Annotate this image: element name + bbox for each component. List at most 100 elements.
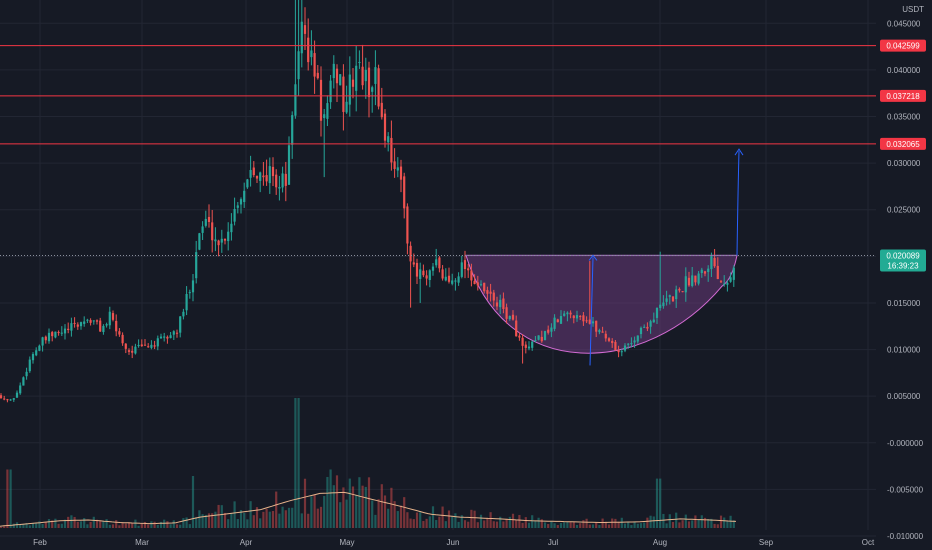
candle-body [620,351,623,353]
candle-body [588,319,591,324]
candle-body [540,336,543,342]
candle-body [60,332,63,334]
candle-body [710,256,713,270]
volume-bar [278,513,281,528]
candles-layer [0,0,735,403]
candle-body [319,79,323,121]
volume-bar [489,512,492,528]
candle-body [383,113,387,141]
volume-bar [534,520,537,528]
candle-body [563,313,566,316]
volume-bar [524,517,527,528]
candle-body [713,258,716,267]
volume-bar [607,524,611,528]
volume-bar [140,523,143,528]
volume-bar [659,478,662,528]
volume-bar [515,519,518,528]
candle-body [675,289,678,300]
candle-body [15,392,19,398]
volume-bar [121,522,124,528]
price-axis-background [876,0,932,550]
volume-bar [409,518,412,528]
volume-bar [671,522,675,528]
volume-bar [6,469,9,528]
volume-bar [620,517,623,528]
candle-body [483,282,486,292]
candle-body [19,385,22,394]
candle-body [303,25,307,34]
volume-bar [9,469,12,528]
candle-body [204,218,207,226]
price-axis[interactable]: USDT 0.0450000.0400000.0350000.0300000.0… [876,0,932,550]
volume-bar [150,521,153,528]
volume-bar [572,522,575,528]
volume-bar [393,501,396,528]
resistance-price-tag [880,137,926,150]
candle-body [678,288,681,291]
candle-body [150,344,153,348]
volume-bar [707,519,710,528]
volume-bar [214,511,217,528]
candle-body [518,335,521,338]
candle-body [86,319,89,321]
resistance-lines[interactable] [0,45,876,145]
volume-bar [588,524,591,528]
resistance-price-label: 0.032065 [886,140,920,149]
volume-bar [531,515,534,528]
candle-body [348,74,351,105]
candle-body [447,275,451,282]
volume-bar [435,520,438,528]
candle-body [140,344,143,347]
y-tick-label: 0.035000 [887,113,921,122]
candle-body [275,174,278,188]
candle-body [326,103,329,119]
volume-bar [655,478,659,528]
measured-move-line[interactable] [589,257,594,366]
y-tick-label: 0.005000 [887,392,921,401]
volume-bar [729,515,732,528]
volume-bar [367,477,371,528]
volume-bar [38,521,41,528]
target-projection-line[interactable] [736,151,740,256]
x-tick-label: Oct [862,538,875,547]
volume-bar [223,512,227,528]
candle-body [281,173,284,188]
projection-arrows[interactable] [588,148,744,366]
volume-bar [582,520,585,528]
volume-bar [527,522,531,528]
candle-body [390,137,393,163]
candle-body [575,315,579,319]
volume-bar [131,523,134,528]
volume-bar [217,504,220,528]
candle-body [732,267,735,280]
candle-body [12,398,15,400]
volume-bar [41,523,44,528]
x-tick-label: May [339,538,354,547]
candle-body [559,316,563,324]
volume-bar [310,496,313,528]
volume-bar [89,521,92,528]
volume-bar [713,523,716,528]
candle-body [111,313,115,320]
candle-body [249,169,252,178]
candle-body [556,319,559,323]
volume-bar [316,508,319,528]
volume-bar [79,521,83,528]
volume-bar [239,510,243,528]
candle-body [585,320,588,322]
candle-body [355,65,358,91]
volume-bar [243,512,246,528]
candle-body [105,324,108,326]
candle-body [300,21,303,54]
candle-body [460,262,463,277]
volume-bar [604,521,607,528]
volume-bar [70,515,73,528]
volume-bar [172,520,175,528]
volume-bar [284,510,287,528]
volume-bar [54,518,57,528]
volume-bar [201,514,204,528]
time-axis[interactable]: Feb Mar Apr May Jun Jul Aug Sep Oct [33,538,875,547]
candle-body [508,316,511,320]
candle-body [287,145,291,185]
